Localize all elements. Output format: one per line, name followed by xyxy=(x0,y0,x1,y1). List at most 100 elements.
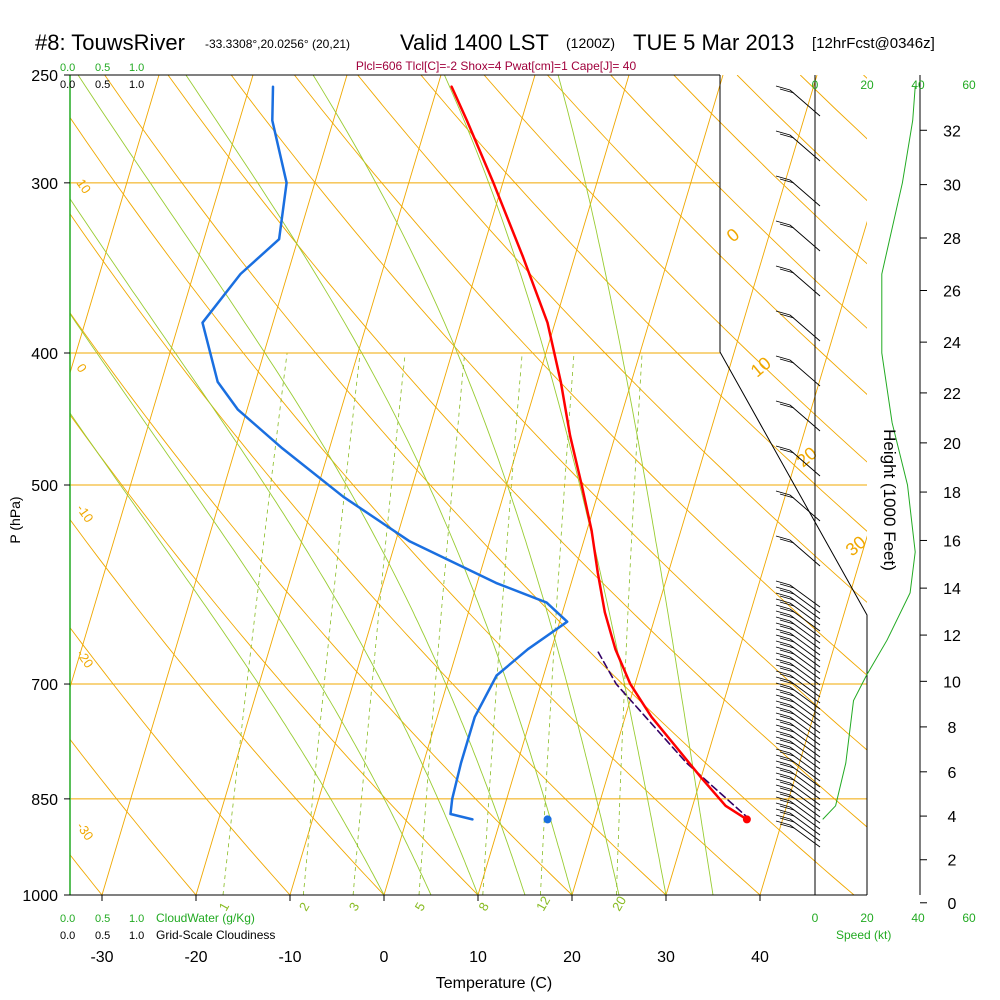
dry-adiabat-line xyxy=(610,75,867,329)
y-tick-label: 250 xyxy=(31,68,58,85)
mixing-ratio-label: 3 xyxy=(346,900,363,914)
isotherm-label: 30 xyxy=(842,532,870,560)
parcel-path-line xyxy=(595,648,751,821)
speed-tick-top-3: 60 xyxy=(962,78,976,92)
moist-adiabat-line xyxy=(312,75,620,895)
y-tick-label: 700 xyxy=(31,677,58,694)
dry-adiabat-line xyxy=(70,312,573,895)
isotherm-line xyxy=(70,75,160,375)
temperature-line xyxy=(450,85,749,821)
forecast-date: TUE 5 Mar 2013 xyxy=(633,30,794,55)
x-tick-label: 30 xyxy=(657,949,675,966)
wind-barb xyxy=(775,814,821,842)
dry-adiabat-label: -20 xyxy=(74,647,97,671)
wind-barb xyxy=(775,220,821,252)
zulu-time: (1200Z) xyxy=(566,35,615,51)
wind-barb xyxy=(775,724,821,752)
wind-barb xyxy=(775,820,821,848)
dry-adiabat-line xyxy=(70,213,667,895)
wind-barb xyxy=(775,790,821,818)
dry-adiabat-line xyxy=(483,75,867,463)
forecast-run: [12hrFcst@0346z] xyxy=(812,35,935,52)
height-tick-label: 18 xyxy=(943,485,961,502)
dry-adiabat-line xyxy=(70,518,385,895)
cloudiness-tick-top-1: 0.5 xyxy=(95,79,110,91)
wind-barb xyxy=(775,610,821,638)
wind-barb xyxy=(775,670,821,698)
wind-barb xyxy=(775,742,821,770)
cloudiness-tick-bottom-1: 0.5 xyxy=(95,930,110,942)
wind-barb xyxy=(775,778,821,806)
dry-adiabat-line xyxy=(70,626,291,895)
speed-tick-top-2: 40 xyxy=(911,78,925,92)
cloudiness-tick-top-2: 1.0 xyxy=(129,79,144,91)
wind-barb xyxy=(775,688,821,716)
dry-adiabat-line xyxy=(70,414,479,895)
height-tick-label: 10 xyxy=(943,674,961,691)
x-axis-title: Temperature (C) xyxy=(436,975,552,992)
wind-barb xyxy=(775,784,821,812)
x-tick-label: -20 xyxy=(184,949,207,966)
height-tick-label: 22 xyxy=(943,386,961,403)
station-title: #8: TouwsRiver xyxy=(35,30,185,55)
wind-barb xyxy=(775,598,821,626)
dry-adiabat-label: -30 xyxy=(74,819,97,843)
wind-barb xyxy=(775,586,821,614)
moist-adiabat-line xyxy=(77,75,526,895)
dry-adiabat-line xyxy=(230,75,867,751)
x-tick-label: 0 xyxy=(380,949,389,966)
height-axis-title: Height (1000 Feet) xyxy=(880,429,899,571)
wind-barb xyxy=(775,535,821,567)
wind-barb xyxy=(775,265,821,297)
wind-barb xyxy=(775,730,821,758)
wind-barb xyxy=(775,310,821,342)
speed-tick-top-0: 0 xyxy=(812,78,819,92)
y-tick-label: 1000 xyxy=(22,888,58,905)
dry-adiabat-line xyxy=(0,75,8,895)
height-tick-label: 12 xyxy=(943,628,961,645)
wind-barb xyxy=(775,808,821,836)
wind-barb xyxy=(775,592,821,620)
cloudiness-tick-top-0: 0.0 xyxy=(60,79,75,91)
height-tick-label: 16 xyxy=(943,533,961,550)
height-tick-label: 2 xyxy=(948,853,957,870)
dry-adiabat-line xyxy=(167,75,867,828)
isotherm-line xyxy=(759,535,867,895)
wind-barb xyxy=(775,646,821,674)
height-tick-label: 24 xyxy=(943,335,961,352)
cloudwater-tick-bottom-1: 0.5 xyxy=(95,913,110,925)
wind-barb xyxy=(775,760,821,788)
x-tick-label: -30 xyxy=(90,949,113,966)
x-tick-label: 10 xyxy=(469,949,487,966)
x-tick-label: -10 xyxy=(278,949,301,966)
dry-adiabat-line xyxy=(70,116,761,895)
sounding-profiles xyxy=(201,85,751,824)
cloudwater-tick-top-1: 0.5 xyxy=(95,62,110,74)
wind-panel-border xyxy=(719,350,868,895)
surface-temperature-dot xyxy=(742,815,751,824)
moist-adiabat-line xyxy=(70,197,479,895)
wind-barb xyxy=(775,706,821,734)
cloudwater-tick-bottom-2: 1.0 xyxy=(129,913,144,925)
cloudiness-tick-bottom-2: 1.0 xyxy=(129,930,144,942)
wind-barb xyxy=(775,604,821,632)
wind-barb xyxy=(775,85,821,117)
wind-barb xyxy=(775,736,821,764)
height-tick-label: 8 xyxy=(948,720,957,737)
mixing-ratio-label: 2 xyxy=(296,900,313,914)
dry-adiabat-line xyxy=(104,75,855,895)
height-tick-label: 26 xyxy=(943,284,961,301)
mixing-ratio-label: 12 xyxy=(533,893,553,913)
wind-speed-line xyxy=(822,86,916,820)
cloudwater-title: CloudWater (g/Kg) xyxy=(156,911,255,925)
wind-panel xyxy=(719,75,916,895)
dry-adiabat-label: -10 xyxy=(74,501,97,525)
wind-barb xyxy=(775,658,821,686)
speed-tick-bottom-1: 20 xyxy=(860,911,874,925)
y-tick-label: 400 xyxy=(31,346,58,363)
mixing-ratio-label: 5 xyxy=(412,900,429,914)
height-tick-label: 6 xyxy=(948,765,957,782)
wind-barb xyxy=(775,754,821,782)
wind-barb xyxy=(775,355,821,387)
wind-barb xyxy=(775,490,821,522)
